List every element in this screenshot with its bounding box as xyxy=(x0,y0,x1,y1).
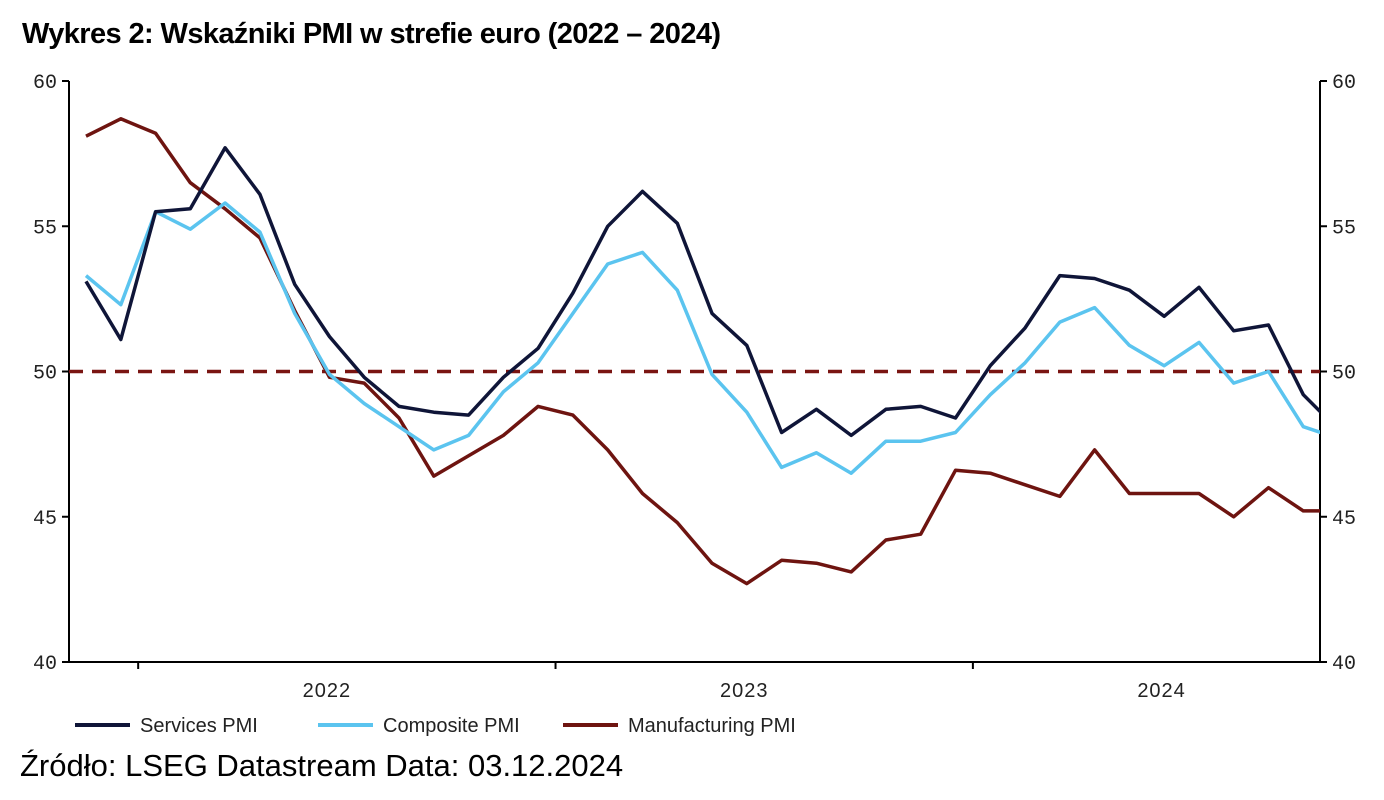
legend-label-composite: Composite PMI xyxy=(383,715,520,737)
y-tick-label-left: 60 xyxy=(33,72,57,95)
y-tick-label-right: 50 xyxy=(1332,363,1356,386)
y-tick-label-left: 55 xyxy=(33,217,57,240)
x-tick-label: 2023 xyxy=(720,680,769,702)
pmi-line-chart: 60 55 50 45 40 60 55 50 45 40 2022 2023 2024 Service… xyxy=(33,72,1356,737)
y-tick-label-right: 45 xyxy=(1332,508,1356,531)
source-note: Źródło: LSEG Datastream Data: 03.12.2024 xyxy=(20,748,624,783)
chart-axes: 60 55 50 45 40 60 55 50 45 40 2022 2023 2024 xyxy=(33,72,1356,702)
series-line-manufacturing xyxy=(85,117,1320,586)
chart-title: Wykres 2: Wskaźniki PMI w strefie euro (… xyxy=(22,18,721,50)
y-tick-label-left: 40 xyxy=(33,653,57,676)
series-lines xyxy=(84,117,1320,586)
legend-label-manufacturing: Manufacturing PMI xyxy=(628,715,796,737)
series-line-composite xyxy=(84,201,1320,475)
legend-label-services: Services PMI xyxy=(140,715,258,737)
y-tick-label-left: 45 xyxy=(33,508,57,531)
x-tick-label: 2022 xyxy=(303,680,352,702)
y-tick-label-right: 55 xyxy=(1332,217,1356,240)
x-tick-label: 2024 xyxy=(1137,680,1186,702)
chart-legend: Services PMI Composite PMI Manufacturing P… xyxy=(75,715,796,737)
y-tick-label-right: 40 xyxy=(1332,653,1356,676)
y-tick-label-right: 60 xyxy=(1332,72,1356,95)
y-tick-label-left: 50 xyxy=(33,363,57,386)
series-line-services xyxy=(84,146,1320,438)
